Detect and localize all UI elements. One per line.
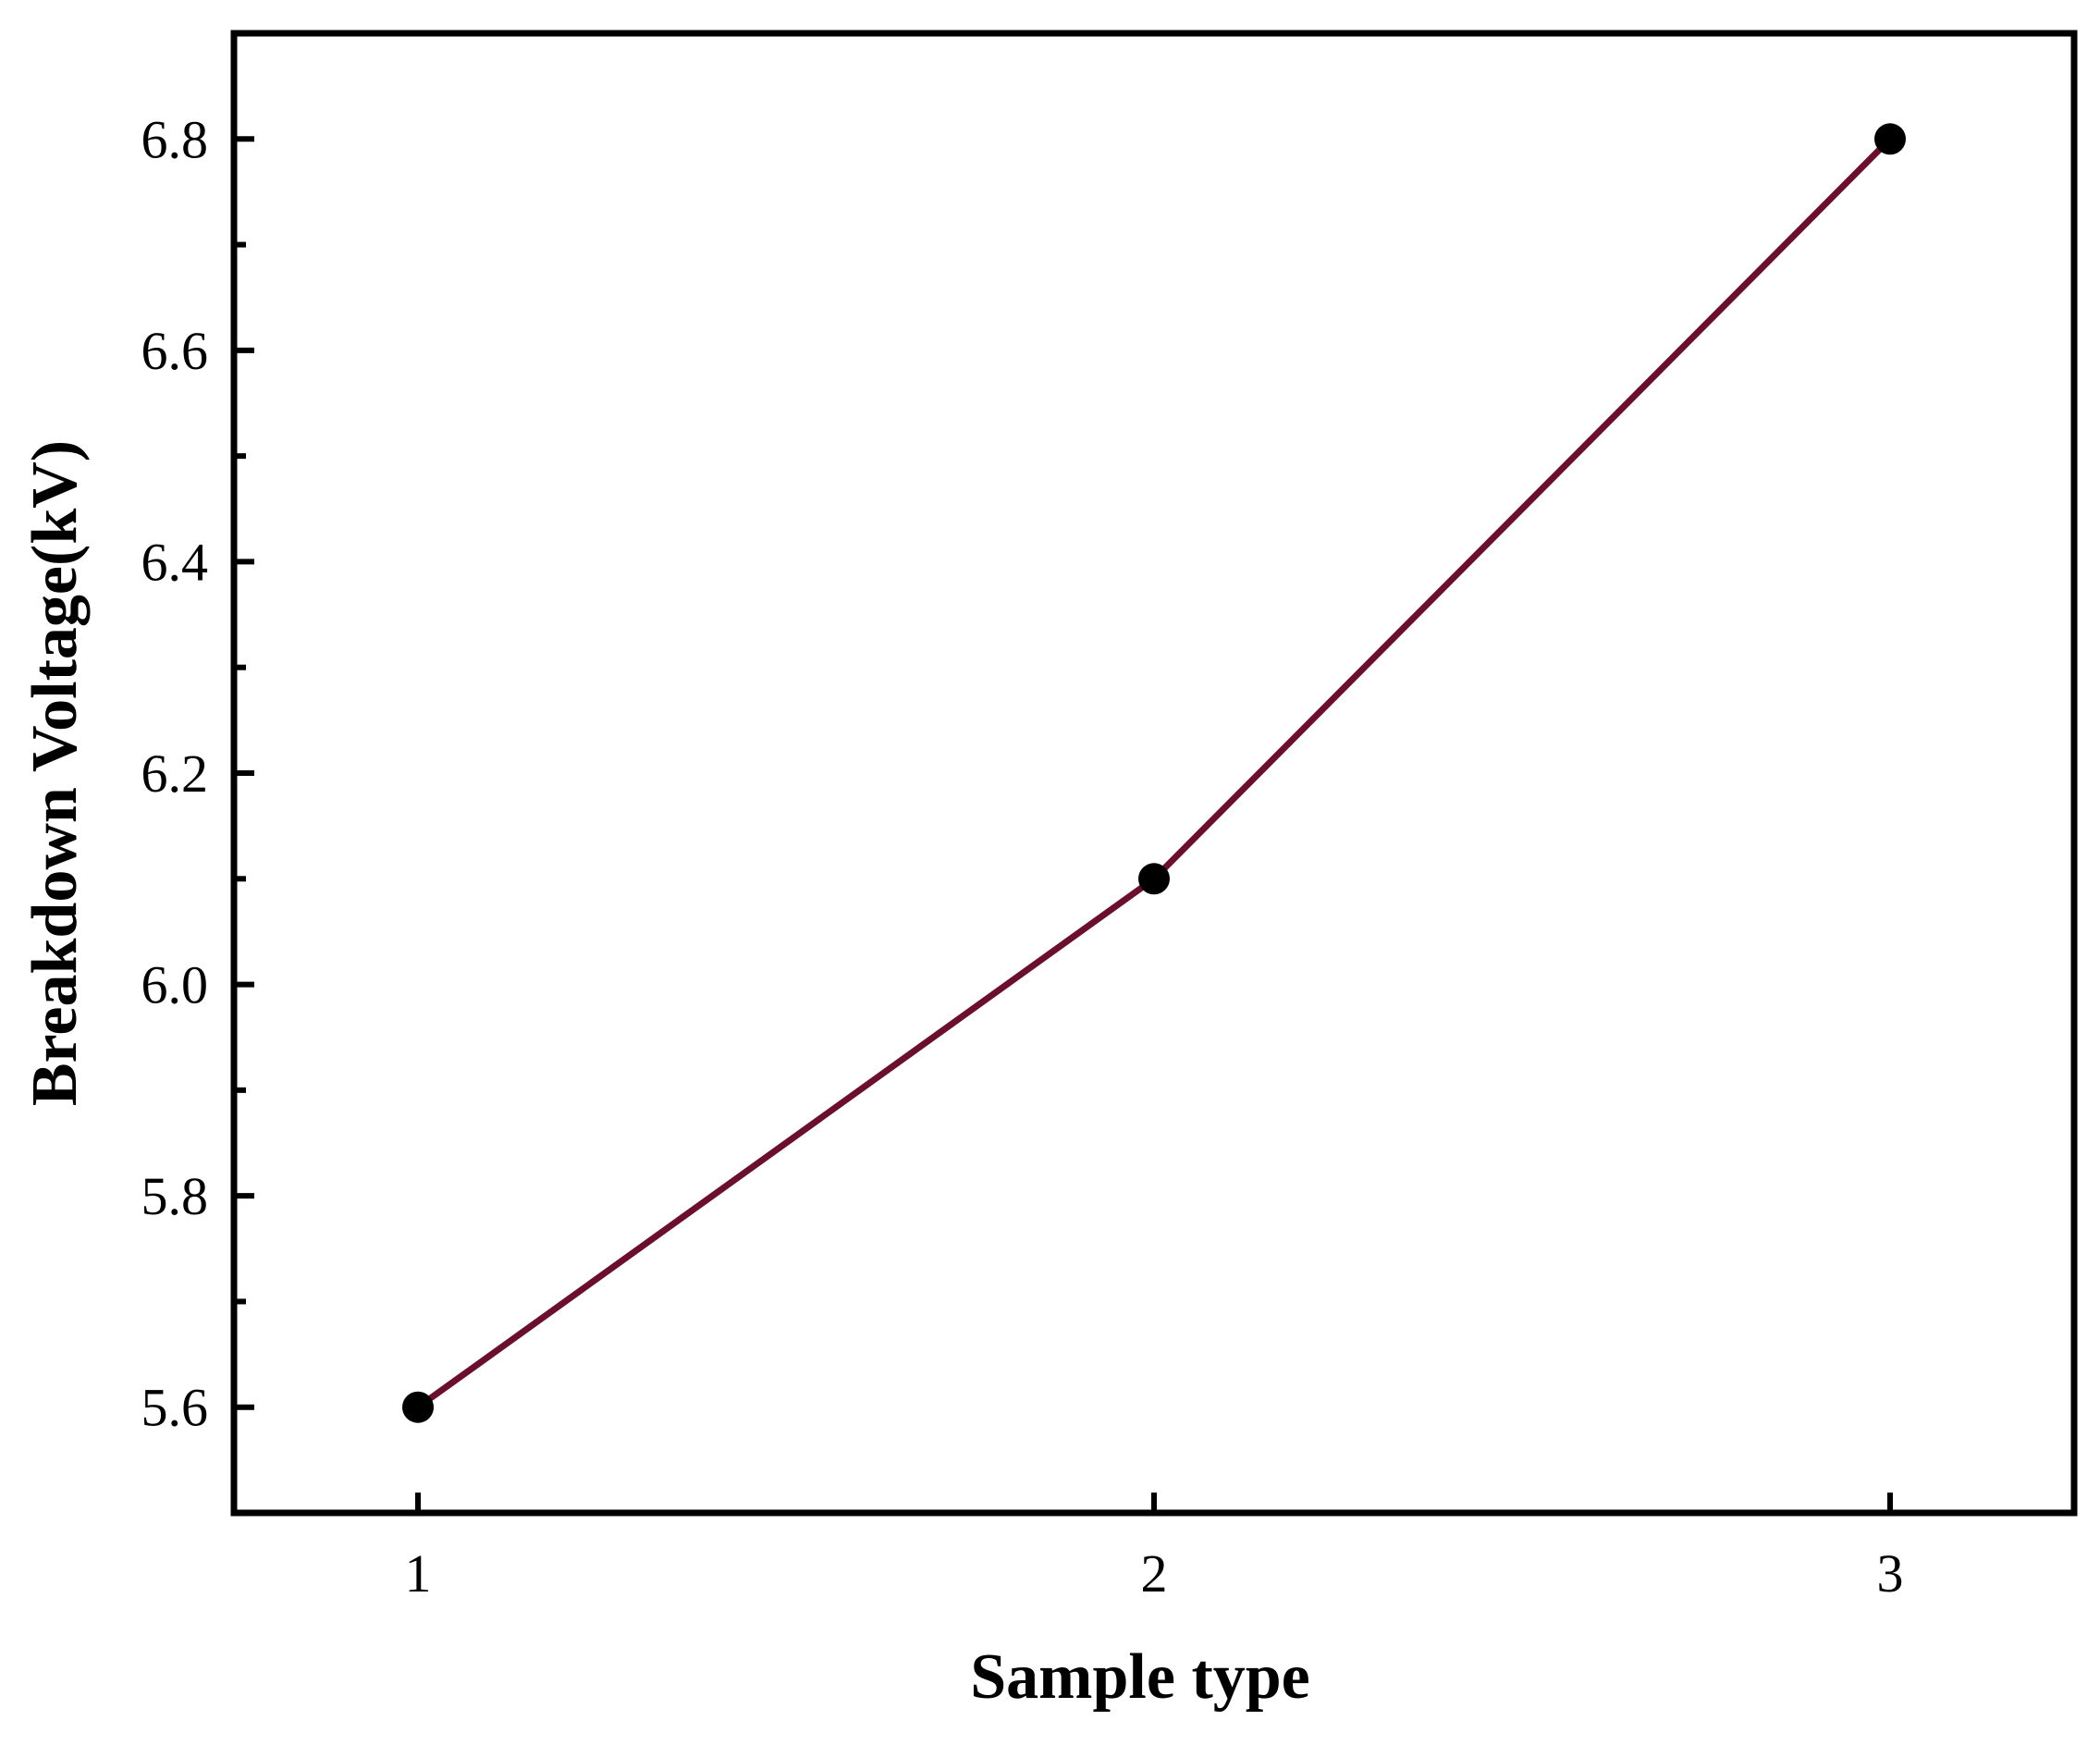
y-tick-label: 6.2 xyxy=(141,743,209,804)
y-tick-label: 6.0 xyxy=(141,955,209,1015)
y-axis-title: Breakdown Voltage(kV) xyxy=(19,440,91,1106)
series-line xyxy=(415,136,1893,1410)
y-tick-label: 6.6 xyxy=(141,321,209,381)
tick-labels-layer: 5.6 5.8 6.0 6.2 6.4 6.6 6.8 1 2 3 xyxy=(141,109,1904,1604)
x-tick-label: 2 xyxy=(1141,1543,1168,1604)
ticks-layer xyxy=(234,136,1893,1513)
data-point-marker xyxy=(1874,123,1906,155)
series-layer xyxy=(402,123,1906,1423)
y-tick-label: 6.8 xyxy=(141,109,209,169)
y-tick-label: 5.8 xyxy=(141,1166,209,1226)
x-tick-label: 1 xyxy=(405,1543,432,1604)
y-tick-label: 5.6 xyxy=(141,1378,209,1438)
x-tick-label: 3 xyxy=(1877,1543,1904,1604)
y-tick-label: 6.4 xyxy=(141,532,209,592)
x-axis-title: Sample type xyxy=(970,1641,1310,1713)
data-point-marker xyxy=(402,1391,434,1423)
data-point-marker xyxy=(1138,863,1170,895)
plot-area-frame xyxy=(230,30,2078,1517)
